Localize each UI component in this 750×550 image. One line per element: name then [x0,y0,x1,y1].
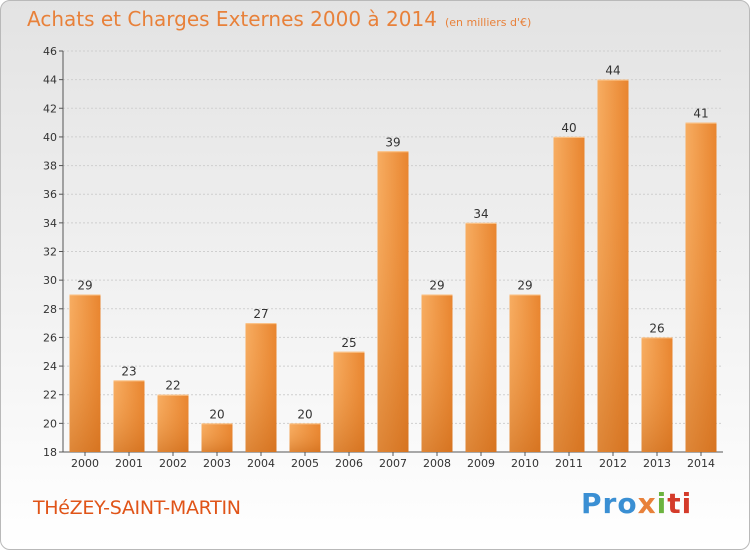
bar-value-label: 26 [649,321,664,335]
bar-value-label: 41 [693,107,708,121]
bar-value-label: 39 [385,135,400,149]
logo-part-3: i [656,487,668,520]
bar-shade [377,151,409,452]
bar-shade [597,79,629,453]
bar-shade [641,337,673,452]
commune-name: THéZEY-SAINT-MARTIN [33,497,241,519]
x-tick-label: 2014 [687,457,715,470]
y-tick-label: 44 [43,74,57,87]
logo-part-4: ti [667,487,693,520]
bar-value-label: 27 [253,307,268,321]
bar-shade [333,351,365,452]
bar-shade [509,294,541,452]
bar-shade [69,294,101,452]
y-tick-label: 40 [43,131,57,144]
x-tick-label: 2009 [467,457,495,470]
logo-part-2: x [637,487,657,520]
bar-value-label: 44 [605,64,620,78]
y-tick-label: 34 [43,217,57,230]
x-tick-label: 2003 [203,457,231,470]
x-tick-label: 2006 [335,457,363,470]
y-tick-label: 32 [43,246,57,259]
bar-value-label: 29 [517,278,532,292]
labels: 18 20 22 24 26 28 30 32 34 36 38 40 42 44 46 29 2000 23 20… [43,45,715,470]
y-tick-label: 24 [43,360,57,373]
y-tick-label: 28 [43,303,57,316]
bar-value-label: 40 [561,121,576,135]
proxiti-logo: Proxiti [581,487,692,520]
x-tick-label: 2000 [71,457,99,470]
bar-shade [201,423,233,452]
chart-title-text: Achats et Charges Externes 2000 à 2014 [27,7,437,31]
bar-shade [113,380,145,452]
bar-shade [245,323,277,452]
logo-part-1: Pro [581,487,638,520]
y-tick-label: 22 [43,389,57,402]
chart-subtitle: (en milliers d'€) [444,16,532,29]
y-tick-label: 46 [43,45,57,58]
x-tick-label: 2004 [247,457,275,470]
chart-title: Achats et Charges Externes 2000 à 2014 (e… [27,7,531,31]
x-tick-label: 2001 [115,457,143,470]
x-tick-label: 2012 [599,457,627,470]
y-tick-label: 38 [43,160,57,173]
x-tick-label: 2008 [423,457,451,470]
bar-value-label: 29 [429,278,444,292]
bar-shade [685,122,717,452]
bar-value-label: 29 [77,278,92,292]
bar-value-label: 20 [209,407,224,421]
y-tick-label: 42 [43,102,57,115]
x-tick-label: 2007 [379,457,407,470]
bar-shade [289,423,321,452]
x-tick-label: 2010 [511,457,539,470]
bar-value-label: 34 [473,207,488,221]
y-tick-label: 36 [43,188,57,201]
bar-value-label: 22 [165,379,180,393]
bar-value-label: 25 [341,336,356,350]
x-tick-label: 2005 [291,457,319,470]
bar-value-label: 20 [297,407,312,421]
bar-shade [553,136,585,452]
bar-shade [465,222,497,452]
x-tick-label: 2013 [643,457,671,470]
bars [69,79,717,453]
bar-value-label: 23 [121,364,136,378]
bar-shade [157,394,189,452]
y-tick-label: 30 [43,274,57,287]
bar-shade [421,294,453,452]
y-tick-label: 20 [43,417,57,430]
x-tick-label: 2011 [555,457,583,470]
y-tick-label: 18 [43,446,57,459]
y-tick-label: 26 [43,331,57,344]
x-tick-label: 2002 [159,457,187,470]
